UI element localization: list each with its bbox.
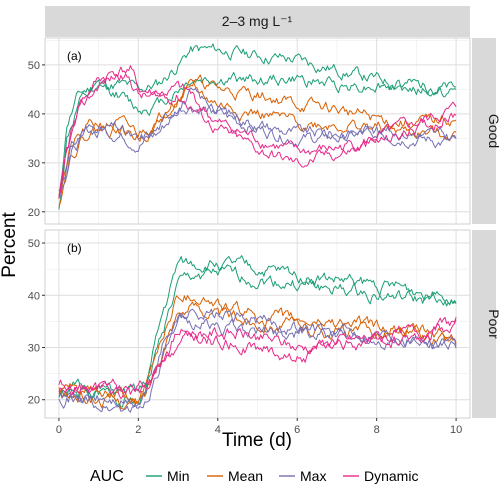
facet-strip bbox=[472, 38, 496, 224]
y-tick-label: 50 bbox=[28, 238, 40, 250]
header-strip-label: 2–3 mg L⁻¹ bbox=[222, 13, 293, 29]
x-axis: 0 2 4 6 8 10 bbox=[56, 418, 462, 436]
series-line-dynamic bbox=[58, 65, 457, 198]
legend-label-max: Max bbox=[300, 468, 326, 484]
series-line-max bbox=[58, 308, 457, 409]
series-line-mean bbox=[58, 74, 457, 195]
x-tick-label: 6 bbox=[294, 424, 300, 436]
series-line-min bbox=[58, 264, 457, 408]
series-line-max bbox=[58, 103, 457, 198]
legend-label-min: Min bbox=[167, 468, 190, 484]
series-line-min bbox=[58, 72, 457, 210]
panel-tag: (a) bbox=[67, 49, 82, 63]
x-axis-title: Time (d) bbox=[222, 430, 292, 451]
header-strip bbox=[45, 6, 470, 37]
series-line-max bbox=[58, 313, 457, 413]
facet-strip-label: Poor bbox=[486, 309, 500, 339]
series-line-dynamic bbox=[58, 319, 457, 400]
series-line-dynamic bbox=[58, 73, 457, 200]
x-tick-label: 10 bbox=[450, 424, 462, 436]
panel-poor: 20 30 40 50 (b) Poor bbox=[28, 229, 500, 419]
y-tick-label: 40 bbox=[28, 290, 40, 302]
x-tick-label: 0 bbox=[56, 424, 62, 436]
legend-title: AUC bbox=[90, 468, 124, 485]
facet-strip-label: Good bbox=[486, 114, 500, 148]
y-tick-label: 30 bbox=[28, 158, 40, 170]
panel-good: 20 30 40 50 (a) Good bbox=[28, 37, 500, 225]
panel-tag: (b) bbox=[67, 241, 82, 255]
y-axis-title: Percent bbox=[0, 212, 20, 278]
legend-label-mean: Mean bbox=[228, 468, 263, 484]
series-line-mean bbox=[58, 295, 457, 404]
x-tick-label: 2 bbox=[135, 424, 141, 436]
x-tick-label: 4 bbox=[215, 424, 221, 436]
series-line-dynamic bbox=[58, 316, 457, 396]
y-tick-label: 20 bbox=[28, 395, 40, 407]
series-line-min bbox=[58, 255, 457, 399]
facet-strip bbox=[472, 230, 496, 418]
y-tick-label: 40 bbox=[28, 109, 40, 121]
y-tick-label: 30 bbox=[28, 343, 40, 355]
x-tick-label: 8 bbox=[374, 424, 380, 436]
y-tick-label: 50 bbox=[28, 60, 40, 72]
legend-label-dynamic: Dynamic bbox=[364, 468, 418, 484]
y-tick-label: 20 bbox=[28, 207, 40, 219]
legend: AUC Min Mean Max Dynamic bbox=[90, 468, 418, 485]
